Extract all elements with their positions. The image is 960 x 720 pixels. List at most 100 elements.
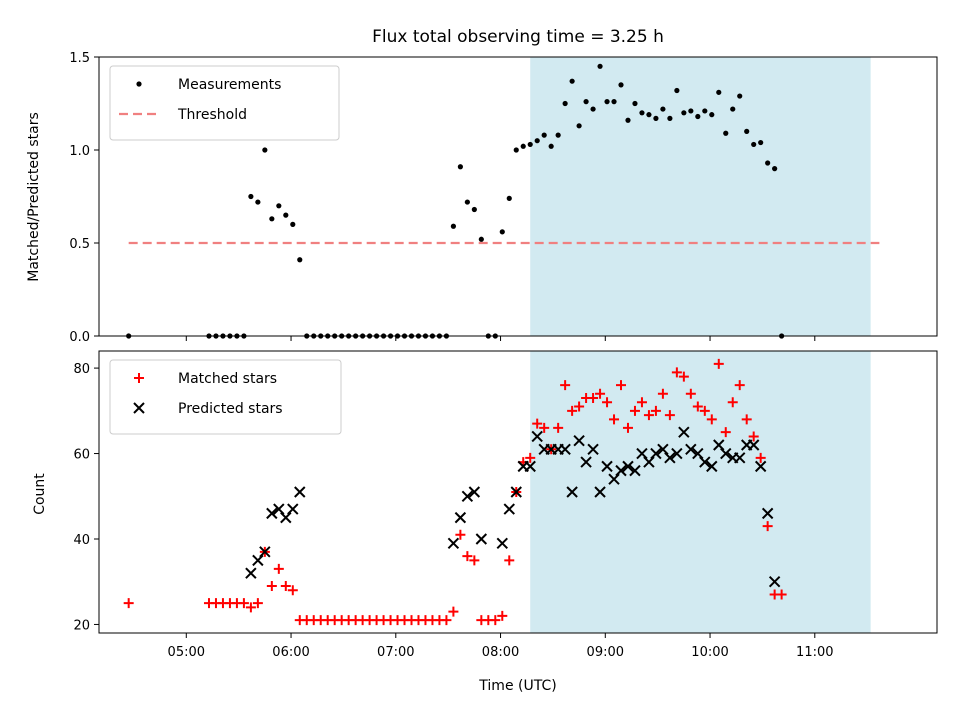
data-point — [744, 128, 750, 134]
y-tick-label: 60 — [73, 448, 90, 463]
x-tick-label: 06:00 — [272, 645, 309, 660]
data-point — [629, 405, 640, 416]
data-point — [748, 431, 759, 442]
data-point — [643, 456, 655, 468]
legend-marker — [136, 81, 142, 87]
data-point — [290, 221, 296, 227]
data-point — [622, 422, 633, 433]
data-point — [772, 166, 778, 172]
data-point — [716, 89, 722, 95]
data-point — [297, 257, 303, 263]
legend-label: Matched stars — [178, 371, 277, 387]
data-point — [660, 106, 666, 112]
data-point — [720, 427, 731, 438]
data-point — [761, 507, 774, 520]
data-point — [734, 380, 745, 391]
data-point — [569, 78, 575, 84]
data-point — [639, 110, 645, 116]
data-point — [727, 397, 738, 408]
data-point — [678, 426, 690, 438]
data-point — [262, 147, 268, 153]
legend-box — [109, 65, 340, 141]
data-point — [762, 521, 773, 532]
data-point — [524, 460, 536, 473]
data-point — [608, 473, 620, 485]
data-point — [462, 551, 473, 562]
data-point — [464, 199, 470, 205]
y-tick-label: 0.0 — [69, 330, 90, 345]
data-point — [653, 115, 659, 121]
data-point — [601, 460, 613, 473]
observing-time-band — [530, 57, 871, 336]
data-point — [709, 112, 715, 118]
x-tick-label: 08:00 — [482, 645, 519, 660]
data-point — [636, 447, 648, 460]
data-point — [671, 367, 682, 378]
plot-frame — [98, 56, 938, 337]
data-point — [499, 229, 505, 235]
chart-title: Flux total observing time = 3.25 h — [372, 27, 664, 47]
data-point — [737, 93, 743, 99]
data-point — [590, 106, 596, 112]
data-point — [287, 585, 298, 596]
data-point — [632, 100, 638, 107]
legend-box — [109, 359, 342, 435]
data-point — [531, 430, 543, 443]
data-point — [450, 223, 457, 229]
data-point — [646, 112, 652, 118]
data-point — [629, 464, 641, 477]
x-tick-label: 07:00 — [377, 645, 414, 660]
data-point — [283, 212, 289, 218]
data-point — [713, 439, 725, 451]
data-point — [622, 460, 634, 473]
data-point — [478, 236, 484, 242]
data-point — [559, 443, 571, 455]
data-point — [541, 132, 547, 138]
legend-marker — [133, 402, 145, 414]
data-point — [245, 567, 257, 579]
data-point — [681, 110, 687, 116]
data-point — [567, 405, 578, 416]
x-tick-label: 11:00 — [796, 645, 833, 660]
data-point — [650, 447, 662, 460]
data-point — [255, 199, 261, 205]
data-point — [611, 99, 617, 105]
data-point — [754, 460, 767, 473]
data-point — [671, 447, 683, 460]
data-point — [706, 460, 718, 473]
data-point — [573, 435, 585, 447]
data-point — [768, 576, 781, 588]
data-point — [532, 418, 543, 429]
data-point — [475, 533, 488, 545]
series-matched-stars — [123, 358, 787, 626]
data-point — [616, 380, 627, 391]
bottom-y-axis-label: Count — [32, 473, 48, 515]
legend-label: Measurements — [178, 77, 281, 93]
data-point — [252, 598, 263, 609]
y-tick-label: 40 — [73, 533, 90, 548]
data-point — [664, 452, 676, 464]
x-tick-label: 05:00 — [168, 645, 205, 660]
x-tick-label: 09:00 — [587, 645, 624, 660]
data-point — [457, 164, 463, 170]
data-point — [685, 388, 696, 399]
data-point — [734, 452, 746, 464]
data-point — [643, 410, 654, 421]
data-point — [504, 555, 515, 566]
data-point — [266, 507, 278, 520]
data-point — [587, 443, 599, 455]
data-point — [576, 123, 582, 129]
data-point — [594, 486, 606, 498]
data-point — [636, 397, 647, 408]
data-point — [273, 503, 285, 515]
data-point — [454, 511, 467, 524]
data-point — [259, 546, 271, 558]
data-point — [699, 405, 710, 416]
data-point — [730, 106, 736, 112]
data-point — [280, 581, 291, 591]
data-point — [625, 117, 631, 123]
data-point — [595, 388, 606, 399]
data-point — [510, 486, 522, 498]
data-point — [490, 615, 501, 626]
